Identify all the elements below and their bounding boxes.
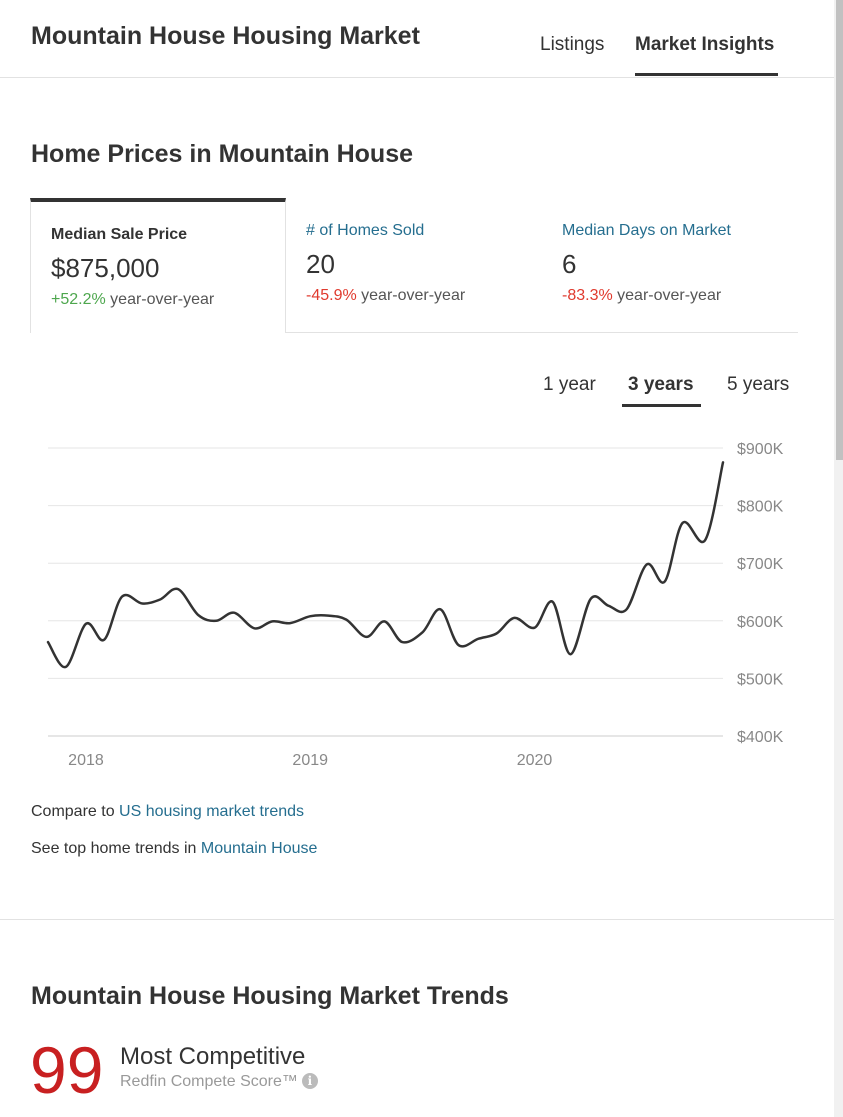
change-percent: -45.9% xyxy=(306,287,357,304)
stat-change: -83.3% year-over-year xyxy=(562,287,798,305)
stat-value: 6 xyxy=(562,249,577,279)
median-sale-price-chart[interactable]: $900K $800K $700K $600K $500K $400K 2018 2019 20… xyxy=(0,430,834,780)
compare-prefix: Compare to xyxy=(31,803,120,820)
stat-tab-median-days-on-market[interactable]: Median Days on Market 6 -83.3% year-over… xyxy=(542,198,798,333)
stat-value: $875,000 xyxy=(51,253,160,283)
y-tick-label: $500K xyxy=(737,671,784,688)
tab-listings[interactable]: Listings xyxy=(540,34,605,55)
stat-label: Median Days on Market xyxy=(562,222,731,239)
home-prices-heading: Home Prices in Mountain House xyxy=(31,140,414,168)
stat-label: Median Sale Price xyxy=(51,226,188,243)
stat-value: 20 xyxy=(306,249,335,279)
range-5-years[interactable]: 5 years xyxy=(727,374,790,395)
us-housing-trends-link[interactable]: US housing market trends xyxy=(119,803,305,820)
compete-score-value: 99 xyxy=(30,1033,104,1107)
page-scrollbar-track[interactable] xyxy=(834,0,843,1117)
x-tick-label: 2019 xyxy=(292,752,328,769)
y-tick-label: $600K xyxy=(737,614,784,631)
price-series-line xyxy=(46,461,725,669)
active-tab-indicator xyxy=(635,73,778,76)
y-tick-label: $900K xyxy=(737,441,784,458)
stat-change: -45.9% year-over-year xyxy=(306,287,542,305)
page-scrollbar-thumb[interactable] xyxy=(836,0,843,460)
stat-tab-homes-sold[interactable]: # of Homes Sold 20 -45.9% year-over-year xyxy=(286,198,542,333)
header-divider xyxy=(0,77,834,78)
change-suffix: year-over-year xyxy=(105,291,215,308)
market-trends-heading: Mountain House Housing Market Trends xyxy=(31,982,509,1010)
top-trends-line: See top home trends in Mountain House xyxy=(31,840,317,858)
mountain-house-trends-link[interactable]: Mountain House xyxy=(200,840,318,857)
y-tick-label: $800K xyxy=(737,499,784,516)
section-divider xyxy=(0,919,834,920)
page-title: Mountain House Housing Market xyxy=(31,22,420,50)
y-tick-label: $700K xyxy=(737,556,784,573)
top-trends-prefix: See top home trends in xyxy=(31,840,201,857)
info-icon[interactable]: i xyxy=(301,1073,318,1089)
change-suffix: year-over-year xyxy=(356,287,466,304)
tab-market-insights[interactable]: Market Insights xyxy=(635,34,775,55)
range-3-years[interactable]: 3 years xyxy=(628,374,694,395)
y-tick-label: $400K xyxy=(737,729,784,746)
change-suffix: year-over-year xyxy=(612,287,722,304)
x-tick-label: 2020 xyxy=(517,752,553,769)
x-tick-label: 2018 xyxy=(68,752,104,769)
compete-level: Most Competitive xyxy=(120,1043,306,1070)
stat-change: +52.2% year-over-year xyxy=(51,291,285,309)
compete-score-caption: Redfin Compete Score™ i xyxy=(120,1073,318,1091)
range-1-year[interactable]: 1 year xyxy=(543,374,596,395)
compare-us-line: Compare to US housing market trends xyxy=(31,803,304,821)
compete-caption-text: Redfin Compete Score™ xyxy=(120,1073,298,1090)
change-percent: -83.3% xyxy=(562,287,613,304)
stat-tab-median-sale-price[interactable]: Median Sale Price $875,000 +52.2% year-o… xyxy=(30,198,286,333)
change-percent: +52.2% xyxy=(51,291,106,308)
stat-label: # of Homes Sold xyxy=(306,222,425,239)
active-range-indicator xyxy=(622,404,701,407)
